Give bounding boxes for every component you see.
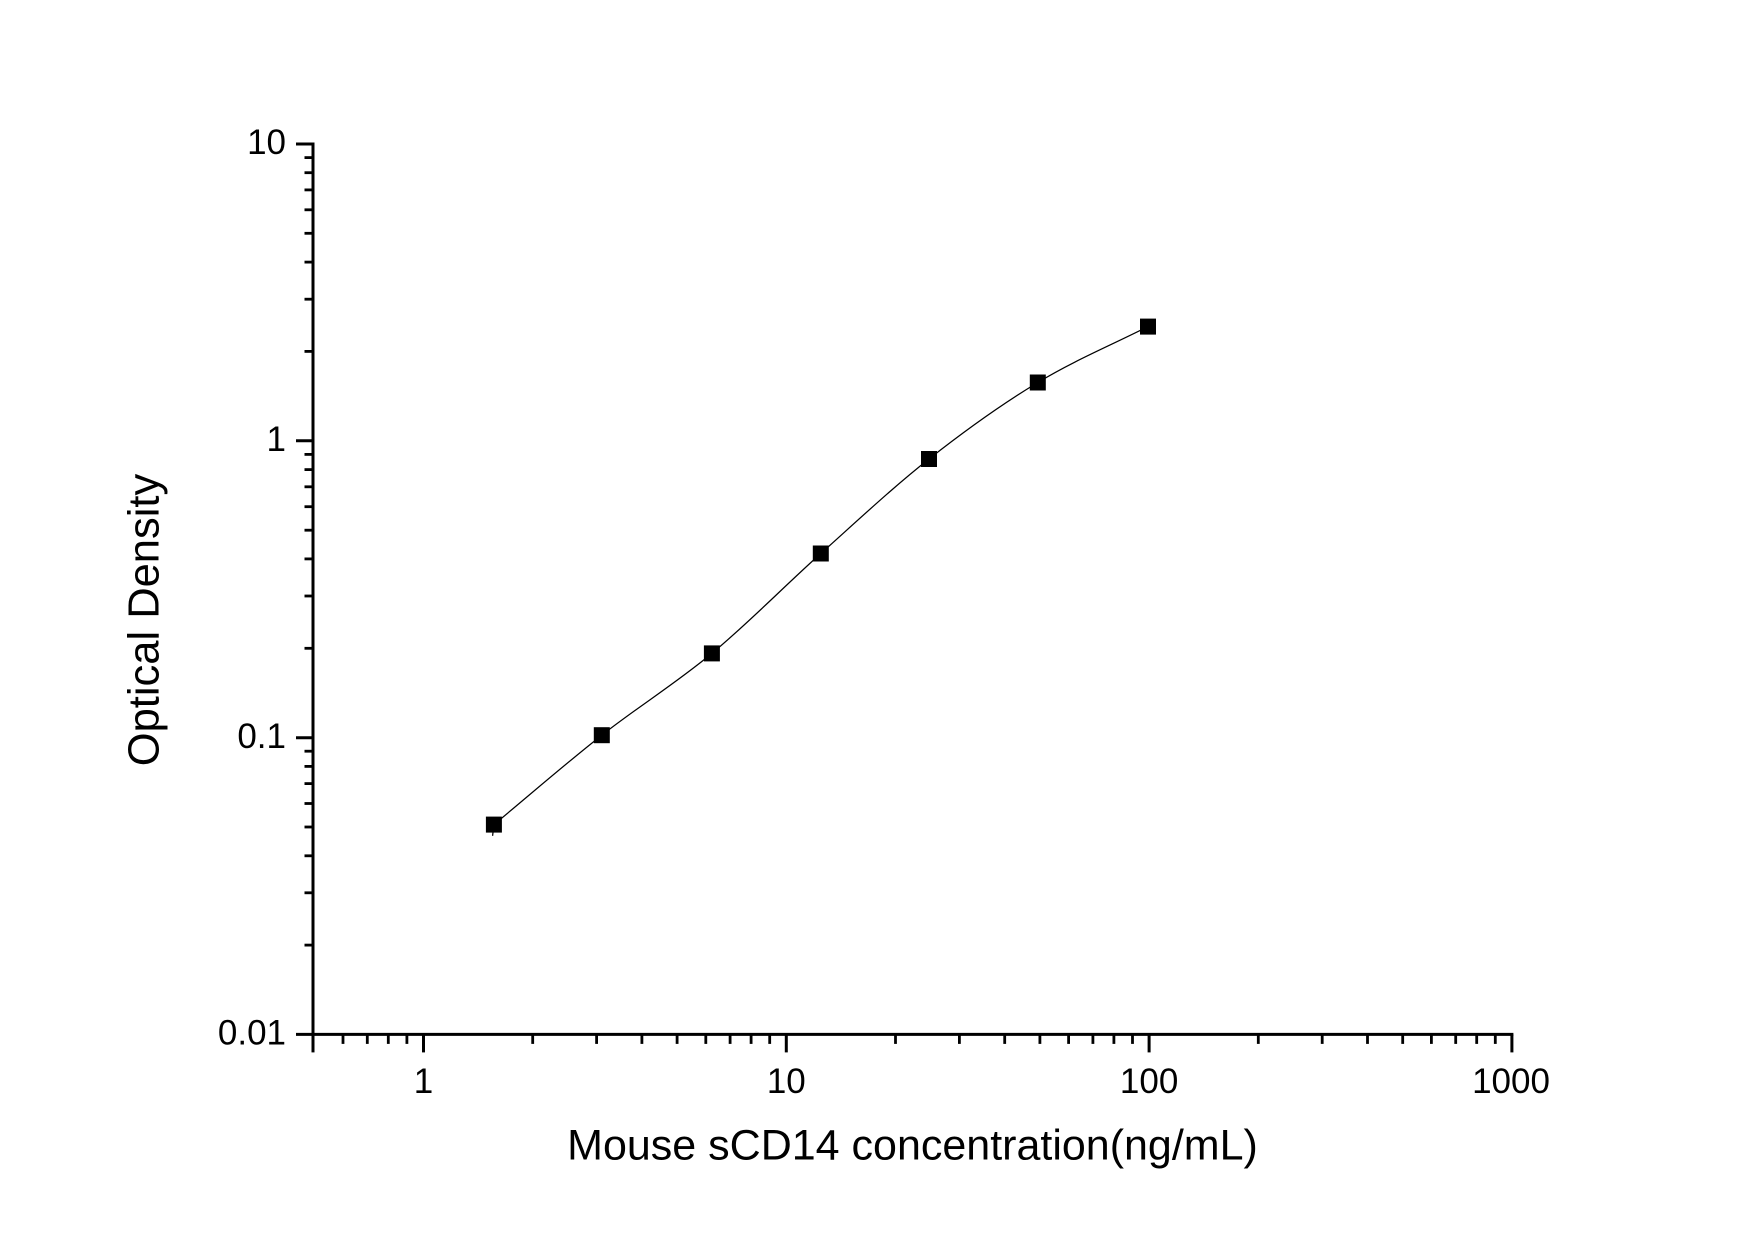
- svg-text:100: 100: [1120, 1062, 1178, 1101]
- svg-text:0.01: 0.01: [218, 1014, 286, 1053]
- svg-text:10: 10: [767, 1062, 806, 1101]
- svg-text:1: 1: [267, 420, 286, 459]
- svg-text:1: 1: [414, 1062, 433, 1101]
- svg-text:1000: 1000: [1472, 1062, 1550, 1101]
- svg-text:Optical Density: Optical Density: [121, 473, 169, 766]
- svg-text:10: 10: [247, 123, 286, 162]
- svg-text:Mouse sCD14 concentration(ng/m: Mouse sCD14 concentration(ng/mL): [567, 1122, 1258, 1170]
- svg-text:0.1: 0.1: [237, 717, 286, 756]
